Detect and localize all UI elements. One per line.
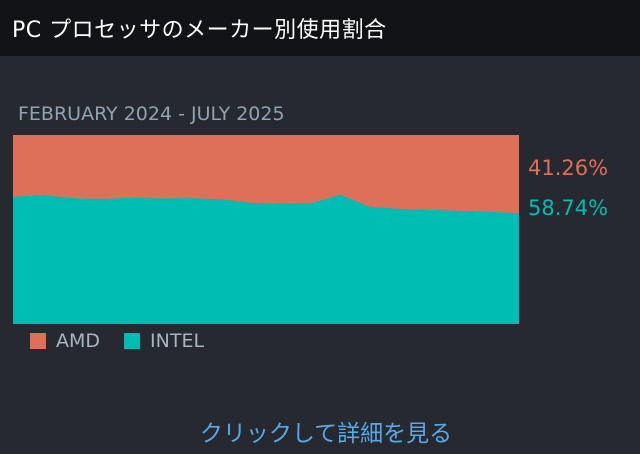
- amd-end-label: 41.26%: [528, 156, 608, 180]
- chart-legend: AMD INTEL: [30, 330, 228, 352]
- legend-item-amd: AMD: [30, 330, 100, 352]
- date-range-label: FEBRUARY 2024 - JULY 2025: [18, 103, 285, 125]
- legend-item-intel: INTEL: [124, 330, 204, 352]
- view-details-link[interactable]: クリックして詳細を見る: [199, 421, 453, 447]
- legend-label-intel: INTEL: [150, 330, 205, 352]
- header-bar: PC プロセッサのメーカー別使用割合: [0, 0, 640, 56]
- intel-area: [13, 194, 519, 324]
- legend-swatch-amd: [30, 333, 46, 349]
- page-title: PC プロセッサのメーカー別使用割合: [12, 18, 387, 43]
- intel-end-label: 58.74%: [528, 196, 608, 220]
- legend-label-amd: AMD: [56, 330, 101, 352]
- legend-swatch-intel: [124, 333, 141, 349]
